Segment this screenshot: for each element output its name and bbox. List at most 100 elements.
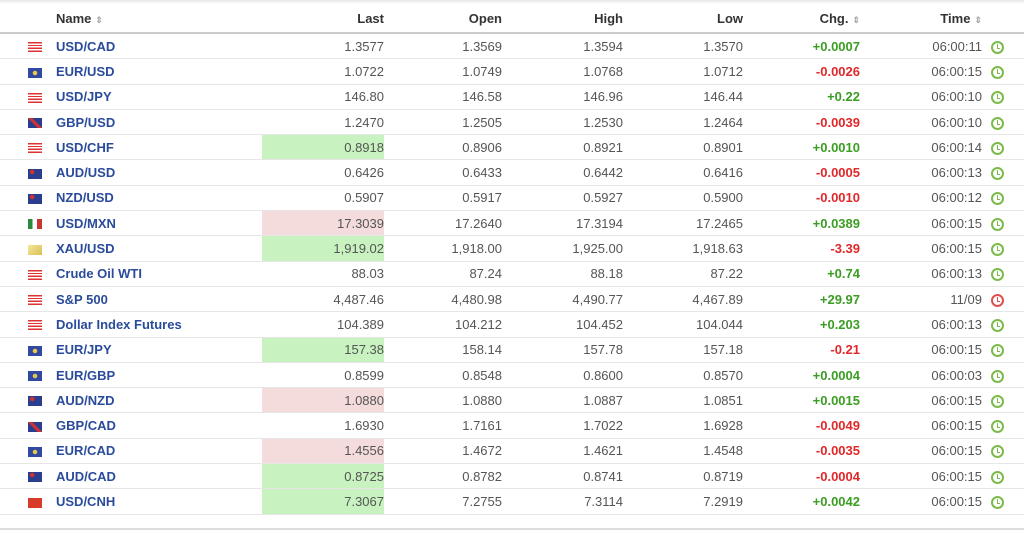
- instrument-name-link[interactable]: USD/CHF: [42, 134, 262, 161]
- last-cell: 0.8599: [262, 362, 384, 389]
- instrument-name-link[interactable]: USD/JPY: [42, 84, 262, 110]
- clock-icon: [991, 496, 1004, 510]
- status-cell: [982, 159, 1024, 186]
- clock-icon: [991, 192, 1004, 206]
- change-cell: -0.0004: [743, 463, 860, 490]
- table-row: EUR/GBP 0.8599 0.8548 0.8600 0.8570 +0.0…: [0, 362, 1024, 389]
- table-row: USD/CNH 7.3067 7.2755 7.3114 7.2919 +0.0…: [0, 488, 1024, 515]
- flag-au-icon: [28, 168, 42, 179]
- table-row: USD/CAD 1.3577 1.3569 1.3594 1.3570 +0.0…: [0, 33, 1024, 60]
- high-cell: 1.3594: [502, 33, 623, 60]
- low-cell: 7.2919: [623, 488, 743, 515]
- flag-nz-icon: [28, 193, 42, 204]
- instrument-name-link[interactable]: AUD/CAD: [42, 463, 262, 490]
- flag-cell: [0, 235, 42, 262]
- last-cell: 104.389: [262, 311, 384, 338]
- flag-cell: [0, 286, 42, 313]
- table-row: USD/JPY 146.80 146.58 146.96 146.44 +0.2…: [0, 84, 1024, 110]
- status-cell: [982, 134, 1024, 161]
- low-cell: 87.22: [623, 261, 743, 287]
- status-cell: [982, 412, 1024, 439]
- low-cell: 0.8570: [623, 362, 743, 389]
- instrument-name-link[interactable]: Dollar Index Futures: [42, 311, 262, 338]
- instrument-name-link[interactable]: EUR/CAD: [42, 438, 262, 465]
- clock-icon: [991, 40, 1004, 54]
- last-cell: 1.3577: [262, 33, 384, 60]
- instrument-name-link[interactable]: S&P 500: [42, 286, 262, 313]
- flag-cell: [0, 33, 42, 60]
- instrument-name-link[interactable]: EUR/JPY: [42, 337, 262, 363]
- high-cell: 4,490.77: [502, 286, 623, 313]
- low-cell: 0.8719: [623, 463, 743, 490]
- high-cell: 1.2530: [502, 109, 623, 136]
- sort-icon[interactable]: ⇕: [974, 14, 982, 25]
- clock-icon: [991, 217, 1004, 231]
- time-cell: 06:00:15: [860, 412, 982, 439]
- status-cell: [982, 261, 1024, 287]
- chg-header[interactable]: Chg. ⇕: [743, 4, 860, 34]
- flag-cell: [0, 159, 42, 186]
- last-cell: 0.8725: [262, 463, 384, 490]
- instrument-name-link[interactable]: AUD/NZD: [42, 387, 262, 414]
- instrument-name-link[interactable]: NZD/USD: [42, 185, 262, 212]
- status-cell: [982, 185, 1024, 212]
- time-header-label: Time: [940, 10, 971, 26]
- high-cell: 1.0887: [502, 387, 623, 414]
- low-header: Low: [623, 4, 743, 34]
- instrument-name-link[interactable]: Crude Oil WTI: [42, 261, 262, 287]
- low-cell: 0.6416: [623, 159, 743, 186]
- open-cell: 104.212: [384, 311, 502, 338]
- high-cell: 0.5927: [502, 185, 623, 212]
- flag-mx-icon: [28, 219, 42, 230]
- last-cell: 7.3067: [262, 488, 384, 515]
- flag-cell: [0, 261, 42, 287]
- open-cell: 1.4672: [384, 438, 502, 465]
- header-row: Name ⇕ Last Open High Low Chg. ⇕ Time ⇕: [0, 4, 1024, 34]
- flag-cell: [0, 438, 42, 465]
- open-cell: 0.8548: [384, 362, 502, 389]
- instrument-name-link[interactable]: GBP/CAD: [42, 412, 262, 439]
- table-row: USD/CHF 0.8918 0.8906 0.8921 0.8901 +0.0…: [0, 134, 1024, 161]
- clock-icon: [991, 65, 1004, 79]
- last-header: Last: [262, 4, 384, 34]
- time-cell: 06:00:15: [860, 438, 982, 465]
- time-header[interactable]: Time ⇕: [860, 4, 982, 34]
- status-cell: [982, 337, 1024, 363]
- clock-icon: [991, 141, 1004, 155]
- chg-header-label: Chg.: [819, 10, 849, 26]
- high-cell: 104.452: [502, 311, 623, 338]
- sort-icon[interactable]: ⇕: [95, 14, 103, 25]
- clock-icon: [991, 344, 1004, 358]
- open-cell: 1.7161: [384, 412, 502, 439]
- instrument-name-link[interactable]: USD/MXN: [42, 210, 262, 237]
- instrument-name-link[interactable]: GBP/USD: [42, 109, 262, 136]
- instrument-name-link[interactable]: EUR/GBP: [42, 362, 262, 389]
- status-header: [982, 4, 1024, 34]
- open-cell: 1.3569: [384, 33, 502, 60]
- instrument-name-link[interactable]: EUR/USD: [42, 58, 262, 85]
- table-row: XAU/USD 1,919.02 1,918.00 1,925.00 1,918…: [0, 235, 1024, 262]
- time-cell: 06:00:15: [860, 488, 982, 515]
- flag-cell: [0, 58, 42, 85]
- instrument-name-link[interactable]: AUD/USD: [42, 159, 262, 186]
- flag-us-icon: [28, 92, 42, 103]
- sort-icon[interactable]: ⇕: [852, 14, 860, 25]
- high-cell: 1.7022: [502, 412, 623, 439]
- status-cell: [982, 488, 1024, 515]
- table-row: S&P 500 4,487.46 4,480.98 4,490.77 4,467…: [0, 286, 1024, 313]
- open-cell: 1.2505: [384, 109, 502, 136]
- instrument-name-link[interactable]: XAU/USD: [42, 235, 262, 262]
- time-cell: 06:00:15: [860, 463, 982, 490]
- clock-icon: [991, 394, 1004, 408]
- time-cell: 06:00:15: [860, 387, 982, 414]
- change-cell: -0.0005: [743, 159, 860, 186]
- instrument-name-link[interactable]: USD/CAD: [42, 33, 262, 60]
- high-cell: 157.78: [502, 337, 623, 363]
- instrument-name-link[interactable]: USD/CNH: [42, 488, 262, 515]
- time-cell: 06:00:11: [860, 33, 982, 60]
- time-cell: 06:00:15: [860, 58, 982, 85]
- change-cell: -0.0026: [743, 58, 860, 85]
- status-cell: [982, 311, 1024, 338]
- high-cell: 0.8600: [502, 362, 623, 389]
- name-header[interactable]: Name ⇕: [42, 4, 262, 34]
